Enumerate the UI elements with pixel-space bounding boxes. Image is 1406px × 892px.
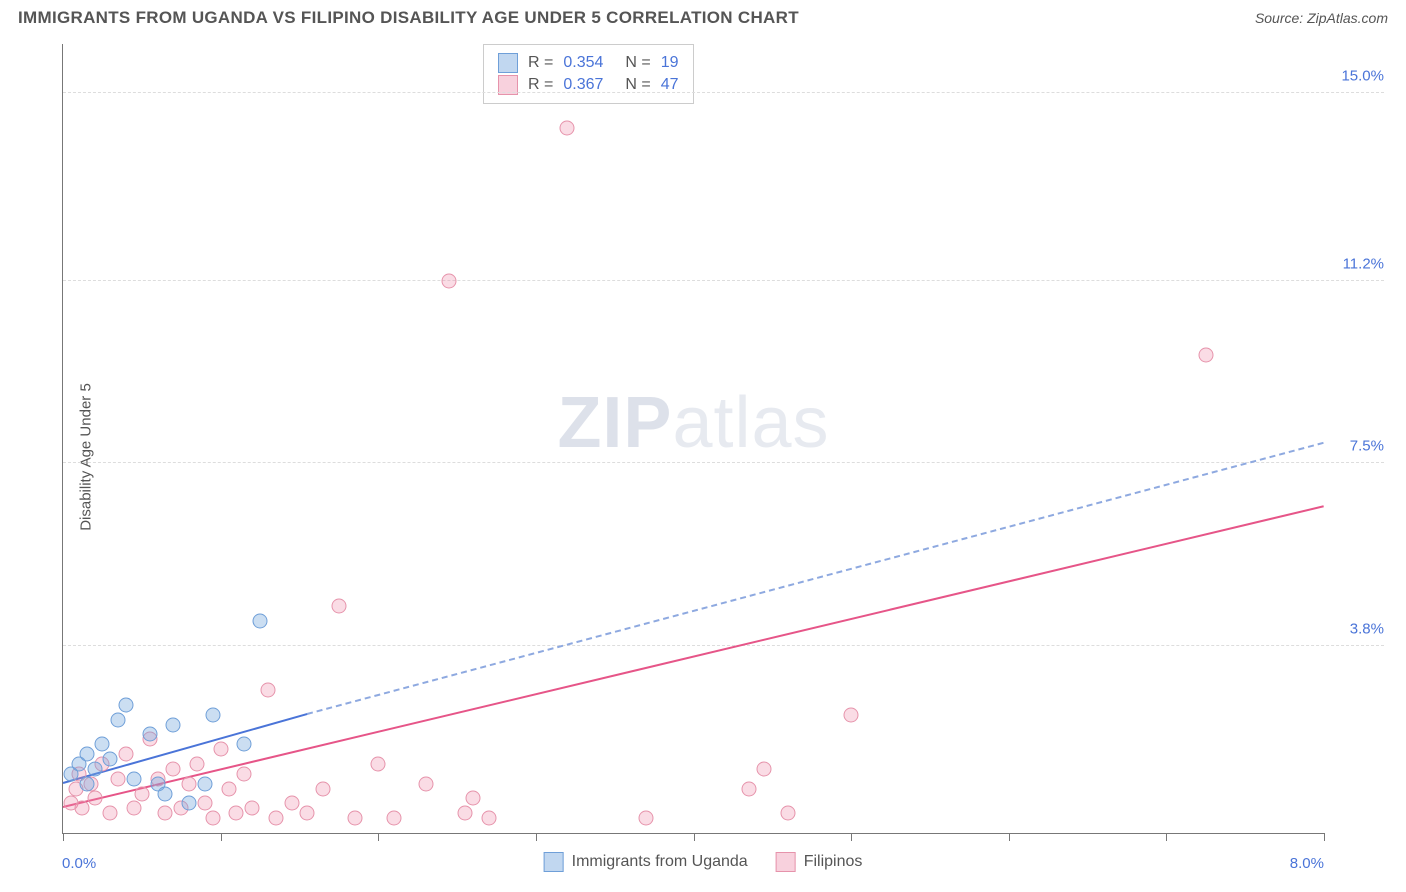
source-attribution: Source: ZipAtlas.com xyxy=(1255,10,1388,26)
data-point-pink xyxy=(639,811,654,826)
data-point-pink xyxy=(213,742,228,757)
data-point-pink xyxy=(465,791,480,806)
legend-swatch-blue xyxy=(498,53,518,73)
data-point-pink xyxy=(1198,347,1213,362)
data-point-blue xyxy=(205,707,220,722)
data-point-pink xyxy=(387,811,402,826)
watermark-text: ZIPatlas xyxy=(557,382,829,464)
data-point-pink xyxy=(781,806,796,821)
data-point-pink xyxy=(844,707,859,722)
data-point-blue xyxy=(119,697,134,712)
data-point-pink xyxy=(229,806,244,821)
data-point-pink xyxy=(103,806,118,821)
x-tick xyxy=(694,833,695,841)
x-tick xyxy=(536,833,537,841)
data-point-pink xyxy=(331,599,346,614)
data-point-blue xyxy=(253,613,268,628)
data-point-pink xyxy=(371,756,386,771)
data-point-pink xyxy=(260,683,275,698)
x-tick xyxy=(851,833,852,841)
data-point-blue xyxy=(197,776,212,791)
gridline-horizontal xyxy=(63,645,1384,646)
data-point-blue xyxy=(79,747,94,762)
data-point-pink xyxy=(284,796,299,811)
gridline-horizontal xyxy=(63,462,1384,463)
data-point-pink xyxy=(457,806,472,821)
data-point-pink xyxy=(237,766,252,781)
header-bar: IMMIGRANTS FROM UGANDA VS FILIPINO DISAB… xyxy=(0,0,1406,32)
data-point-pink xyxy=(126,801,141,816)
data-point-pink xyxy=(119,747,134,762)
data-point-blue xyxy=(237,737,252,752)
data-point-blue xyxy=(79,776,94,791)
data-point-blue xyxy=(95,737,110,752)
data-point-pink xyxy=(560,120,575,135)
data-point-pink xyxy=(418,776,433,791)
data-point-blue xyxy=(87,761,102,776)
regression-line-pink xyxy=(63,506,1324,809)
data-point-pink xyxy=(442,273,457,288)
plot-area: ZIPatlas R = 0.354N = 19R = 0.367N = 47 … xyxy=(62,44,1324,834)
x-tick xyxy=(1009,833,1010,841)
x-tick xyxy=(1324,833,1325,841)
gridline-horizontal xyxy=(63,280,1384,281)
data-point-blue xyxy=(182,796,197,811)
data-point-pink xyxy=(221,781,236,796)
data-point-blue xyxy=(158,786,173,801)
y-tick-label: 11.2% xyxy=(1343,255,1384,272)
data-point-pink xyxy=(481,811,496,826)
data-point-pink xyxy=(741,781,756,796)
x-axis-max-label: 8.0% xyxy=(1290,855,1324,872)
data-point-pink xyxy=(74,801,89,816)
data-point-blue xyxy=(126,771,141,786)
x-tick xyxy=(378,833,379,841)
x-tick xyxy=(1166,833,1167,841)
y-tick-label: 7.5% xyxy=(1350,438,1384,455)
legend-swatch-pink xyxy=(776,852,796,872)
data-point-pink xyxy=(300,806,315,821)
y-tick-label: 3.8% xyxy=(1350,620,1384,637)
series-legend: Immigrants from Uganda Filipinos xyxy=(544,852,863,872)
chart-title: IMMIGRANTS FROM UGANDA VS FILIPINO DISAB… xyxy=(18,8,799,28)
x-axis-min-label: 0.0% xyxy=(62,855,96,872)
data-point-pink xyxy=(197,796,212,811)
legend-item: Filipinos xyxy=(776,852,863,872)
data-point-pink xyxy=(158,806,173,821)
data-point-pink xyxy=(189,756,204,771)
data-point-blue xyxy=(142,727,157,742)
data-point-pink xyxy=(757,761,772,776)
data-point-pink xyxy=(182,776,197,791)
data-point-blue xyxy=(111,712,126,727)
data-point-pink xyxy=(347,811,362,826)
data-point-pink xyxy=(87,791,102,806)
data-point-pink xyxy=(134,786,149,801)
regression-line-blue-extrapolated xyxy=(307,441,1324,714)
chart-container: Disability Age Under 5 ZIPatlas R = 0.35… xyxy=(18,40,1388,874)
x-tick xyxy=(63,833,64,841)
data-point-blue xyxy=(103,752,118,767)
data-point-blue xyxy=(166,717,181,732)
data-point-pink xyxy=(205,811,220,826)
stats-legend: R = 0.354N = 19R = 0.367N = 47 xyxy=(483,44,694,104)
stats-legend-row: R = 0.354N = 19 xyxy=(498,53,679,73)
x-tick xyxy=(221,833,222,841)
data-point-pink xyxy=(316,781,331,796)
data-point-pink xyxy=(268,811,283,826)
gridline-horizontal xyxy=(63,92,1384,93)
data-point-pink xyxy=(166,761,181,776)
legend-item: Immigrants from Uganda xyxy=(544,852,748,872)
y-tick-label: 15.0% xyxy=(1341,68,1384,85)
legend-swatch-blue xyxy=(544,852,564,872)
data-point-pink xyxy=(245,801,260,816)
data-point-pink xyxy=(111,771,126,786)
